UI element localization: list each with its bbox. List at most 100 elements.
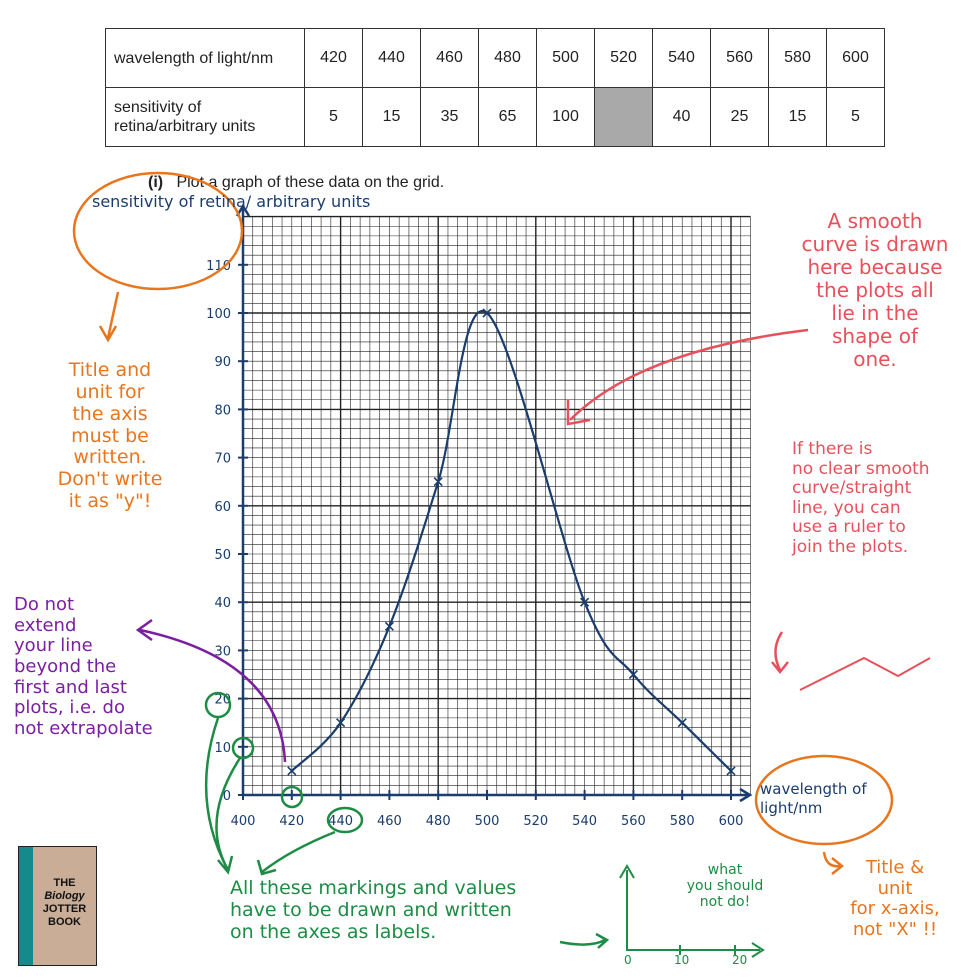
x-tick-label: 460 [377,814,402,829]
circle-440 [326,806,364,834]
x-tick-label: 400 [231,814,256,829]
note-line: here because [807,255,943,279]
circle-10 [231,736,255,760]
note-line: the axis [72,402,148,425]
question-text: Plot a graph of these data on the grid. [176,174,445,191]
note-line: have to be drawn and written [230,898,512,921]
y-tick-label: 80 [214,403,231,418]
circle-20 [204,691,232,719]
data-point-marker [580,597,590,607]
y-axis-title-note: Title and unit for the axis must be written.… [40,359,180,513]
question: (i) Plot a graph of these data on the gr… [148,174,444,192]
data-point-marker [384,621,394,631]
wavelength-row: wavelength of light/nm 420 440 460 480 500 520… [105,28,885,88]
y-axis-title-text: sensitivity of retina/ arbitrary units [92,192,371,211]
wrong-example-note: what you should not do! [665,862,785,910]
data-point-marker [726,766,736,776]
sensitivity-cell: 5 [304,87,363,147]
sensitivity-cell: 100 [536,87,595,147]
smooth-curve-note: A smooth curve is drawn here because the pl… [800,210,950,371]
data-point-marker [482,308,492,318]
y-axis [235,203,251,795]
axes [235,203,753,803]
note-line: unit for [75,380,145,403]
annotation-shapes [72,171,931,958]
red-small-arrow [771,631,789,675]
note-line: Do not [14,594,75,615]
note-line: your line [14,635,93,657]
x-axis-title-text: wavelength of light/nm [760,780,867,817]
note-line: All these markings and values [230,877,517,899]
note-line: beyond the [14,656,117,678]
sensitivity-cell: 25 [710,87,769,147]
y-tick-label: 60 [214,500,231,515]
wavelength-cell: 580 [768,28,827,88]
note-line: written. [73,446,147,469]
row-header: sensitivity of retina/arbitrary units [105,87,305,147]
note-line: you should [686,878,764,895]
grid [242,215,751,796]
note-line: use a ruler to [792,517,906,538]
x-tick-label: 560 [621,814,646,829]
sensitivity-cell: 15 [768,87,827,147]
y-title-circle [72,171,244,291]
sensitivity-row: sensitivity of retina/arbitrary units 5 15… [105,87,885,147]
wrong-axes [619,864,765,958]
note-line: not extrapolate [14,718,153,740]
y-tick-label: 110 [206,259,231,274]
sensitivity-cell: 5 [826,87,885,147]
wavelength-cell: 600 [826,28,885,88]
note-line: first and last [14,676,127,698]
note-line: shape of [832,324,918,348]
note-line: curve is drawn [801,232,949,256]
note-line: line, you can [792,497,901,518]
wavelength-cell: 420 [304,28,363,88]
ruler-note: If there is no clear smooth curve/straight… [792,439,977,557]
data-point-marker [433,477,443,487]
missing-value-cell [594,87,653,147]
sensitivity-cell: 65 [478,87,537,147]
note-line: lie in the [831,301,919,325]
orange-arrow [98,291,120,343]
x-tick-label: 420 [279,814,304,829]
note-line: Don't write [57,468,163,491]
x-axis-title-note: Title & unit for x-axis, not "X" !! [820,857,970,941]
x-tick-label: 440 [328,814,353,829]
x-tick-label: 480 [426,814,451,829]
labels-note: All these markings and values have to be … [230,877,610,944]
x-title-circle [754,754,894,846]
wrong-tick-label: 0 [624,953,632,967]
data-points [287,308,736,776]
note-line: the plots all [816,278,934,302]
green-arrows [204,717,610,949]
wavelength-cell: 460 [420,28,479,88]
row-header: wavelength of light/nm [105,28,305,88]
x-tick-label: 500 [475,814,500,829]
y-tick-label: 10 [214,741,231,756]
y-tick-label: 0 [223,789,231,804]
red-arrow [566,328,809,426]
note-line: join the plots. [792,536,909,557]
data-point-marker [287,766,297,776]
note-line: what [707,862,743,878]
sensitivity-cell: 35 [420,87,479,147]
logo: THE Biology JOTTER BOOK [18,846,97,966]
data-point-marker [677,718,687,728]
y-tick-label: 30 [214,644,231,659]
question-number: (i) [148,174,164,191]
y-tick-label: 90 [214,355,231,370]
wavelength-cell: 520 [594,28,653,88]
x-tick-label: 520 [523,814,548,829]
note-line: not do! [699,894,751,911]
data-point-marker [628,669,638,680]
note-line: If there is [792,439,873,459]
x-axis-title: wavelength of light/nm [760,780,880,818]
orange-arrow-x [822,851,845,875]
note-line: no clear smooth [792,458,930,479]
wrong-tick-label: 10 [674,953,690,967]
y-tick-label: 50 [214,548,231,563]
note-line: not "X" !! [852,919,938,941]
data-table: wavelength of light/nm 420 440 460 480 500 520… [105,28,885,147]
